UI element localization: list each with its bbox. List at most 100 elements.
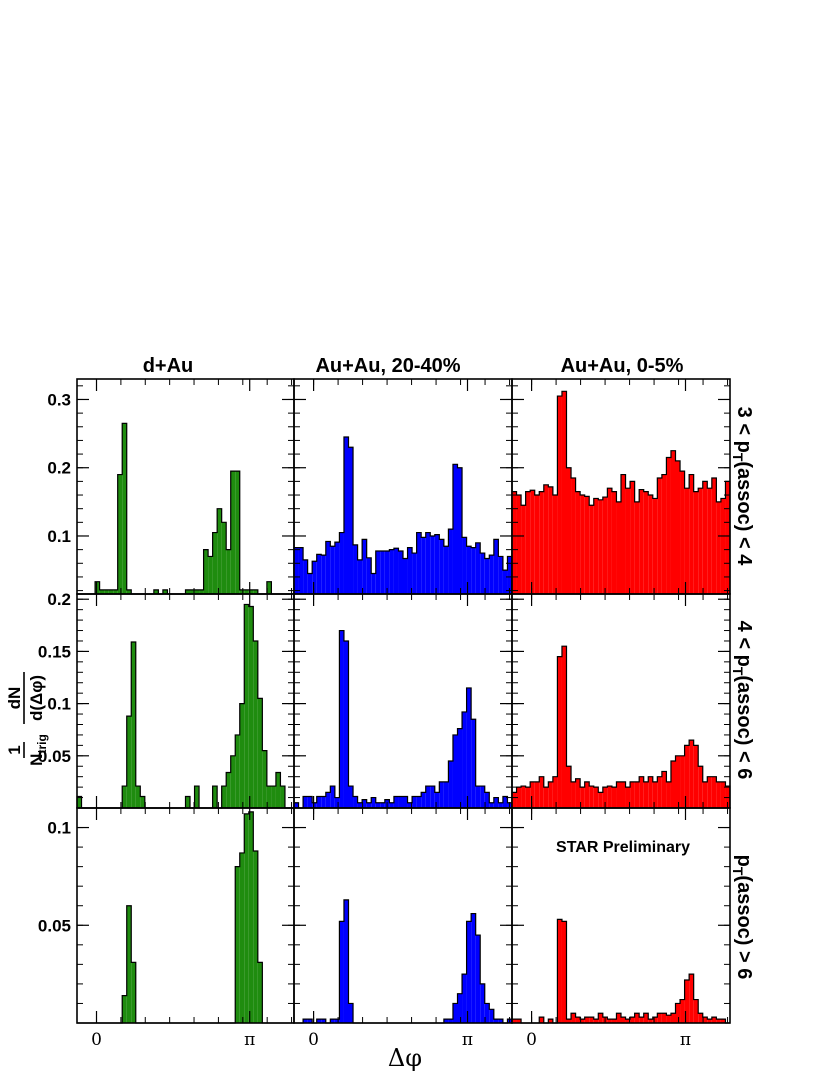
bar — [630, 1017, 635, 1023]
bar — [530, 781, 535, 808]
bar — [194, 589, 200, 594]
bar — [539, 491, 544, 594]
bar — [512, 792, 517, 808]
bar — [462, 537, 467, 594]
x-tick-label: π — [244, 1030, 255, 1050]
panel-r0-c1 — [293, 378, 513, 595]
bar — [339, 630, 344, 808]
bar — [235, 471, 240, 594]
bar — [430, 535, 435, 594]
histogram-outline — [293, 436, 513, 594]
bar — [425, 786, 431, 808]
bar — [589, 786, 594, 808]
bar — [325, 541, 331, 594]
bar — [566, 1019, 572, 1023]
bar — [362, 799, 367, 808]
bar — [262, 750, 267, 808]
bar — [661, 771, 667, 808]
bar — [113, 589, 118, 594]
bar — [530, 490, 535, 594]
panel-frame — [293, 593, 513, 809]
bar — [512, 1019, 517, 1023]
bar — [462, 974, 467, 1023]
bar — [389, 549, 394, 594]
bar — [239, 703, 245, 808]
bar — [416, 532, 422, 594]
bar — [648, 495, 653, 594]
bar — [720, 781, 726, 808]
bar — [607, 786, 612, 808]
bar — [153, 589, 159, 594]
y-axis-label: 1 Ntrig dN d(Δφ) — [5, 672, 49, 766]
bar — [639, 489, 644, 594]
bar — [452, 1003, 458, 1023]
bar — [457, 467, 463, 594]
histogram-outline — [293, 629, 513, 809]
panel-r1-c0: 0.05 0.1 0.15 0.2 — [38, 590, 295, 809]
bar — [716, 781, 721, 808]
bar — [561, 391, 567, 594]
bar — [185, 589, 191, 594]
column-title-auau-20-40: Au+Au, 20-40% — [315, 355, 460, 377]
bar — [680, 471, 685, 594]
bar — [303, 1019, 308, 1023]
bar — [566, 766, 572, 808]
bar — [221, 786, 227, 808]
bar — [593, 1019, 599, 1023]
bar — [126, 716, 132, 808]
bar — [571, 1013, 576, 1023]
bar — [244, 604, 249, 808]
x-tick-label: 0 — [308, 1030, 319, 1050]
bar — [294, 802, 299, 808]
bar — [643, 491, 649, 594]
bar — [466, 687, 472, 808]
bar — [321, 796, 326, 808]
bar — [480, 786, 485, 808]
bar — [457, 993, 463, 1023]
bar — [448, 529, 453, 594]
bar — [602, 497, 608, 594]
bar — [380, 802, 385, 808]
bar — [99, 589, 105, 594]
bar — [403, 796, 408, 808]
bar — [312, 561, 317, 594]
bar — [666, 457, 671, 594]
panel-frame — [511, 807, 731, 1024]
row-label-gt-6: pT(assoc) > 6 — [730, 855, 755, 980]
bar — [521, 786, 526, 808]
bar — [621, 474, 626, 594]
y-label-ntrig: Ntrig — [27, 734, 49, 766]
bar — [661, 1013, 667, 1023]
bar — [421, 792, 426, 808]
bar — [208, 556, 213, 594]
bar — [689, 974, 694, 1023]
bar — [707, 488, 712, 594]
bar — [502, 570, 508, 594]
bar — [162, 589, 168, 594]
bar — [466, 546, 472, 594]
bar — [77, 796, 82, 808]
bar — [552, 776, 558, 808]
bar — [652, 781, 658, 808]
bar — [434, 534, 440, 594]
bar — [452, 464, 458, 594]
column-title-auau-0-5: Au+Au, 0-5% — [561, 355, 684, 377]
histogram-outline — [511, 390, 731, 594]
bar — [316, 554, 322, 594]
row-label-3-4: 3 < pT(assoc) < 4 — [730, 407, 755, 567]
bar — [670, 761, 676, 808]
x-tick-label: 0 — [526, 1030, 537, 1050]
bar — [393, 548, 399, 594]
bar — [334, 797, 340, 808]
bar — [471, 547, 476, 594]
bar — [552, 495, 558, 594]
bar — [452, 734, 458, 808]
y-tick-label: 0.2 — [47, 590, 71, 609]
histogram-panels: 0.10.20.30.050.10.150.20.050.10 π 0 π 0 πSTAR… — [38, 378, 731, 1050]
bar — [639, 1017, 644, 1023]
y-tick-label: 0.1 — [47, 695, 71, 714]
bar — [684, 488, 690, 594]
bar — [126, 589, 132, 594]
x-tick-label: 0 — [91, 1030, 102, 1050]
y-label-dn: dN — [5, 687, 24, 710]
